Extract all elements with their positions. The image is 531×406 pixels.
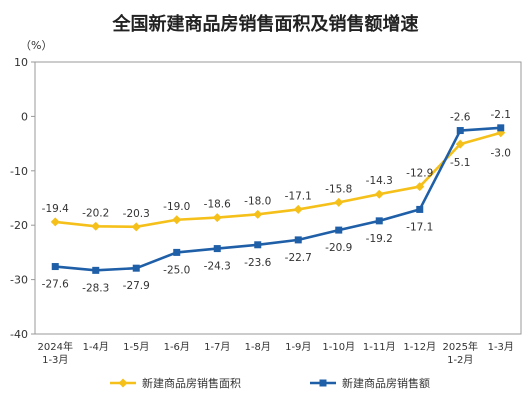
data-point (92, 266, 100, 274)
data-point (335, 226, 343, 234)
data-point (416, 205, 424, 213)
data-point (253, 209, 263, 219)
x-tick-label: 1-3月 (488, 341, 514, 353)
y-axis-unit: （%） (20, 39, 53, 52)
data-point (132, 264, 140, 272)
chart-title: 全国新建商品房销售面积及销售额增速 (112, 14, 419, 35)
data-label: -2.1 (491, 109, 512, 121)
data-labels: -19.4 -20.2 -20.3 -19.0 -18.6 -18.0 -17.1 -15.8… (42, 109, 511, 295)
data-label: -17.1 (285, 190, 312, 202)
data-label: -27.6 (42, 279, 69, 291)
data-label: -28.3 (82, 282, 109, 294)
data-point (415, 182, 425, 192)
data-label: -18.6 (204, 199, 231, 211)
y-axis: 10 0 -10 -20 -30 -40 (10, 56, 35, 341)
data-label: -15.8 (325, 183, 352, 195)
series-1 (50, 128, 506, 232)
x-tick-label: 1-12月 (403, 341, 436, 353)
x-axis: 2024年 1-3月 1-4月 1-5月 1-6月 1-7月 1-8月 1-9月 1-10月 1-… (38, 340, 514, 366)
data-point (212, 213, 222, 223)
legend-label: 新建商品房销售面积 (142, 376, 241, 390)
x-tick-label: 1-10月 (322, 341, 355, 353)
data-label: -3.0 (491, 148, 512, 160)
data-label: -5.1 (450, 157, 471, 169)
y-tick-label: 10 (14, 56, 28, 69)
data-point (213, 245, 221, 253)
data-point (91, 221, 101, 231)
y-tick-label: -30 (10, 274, 28, 287)
data-label: -20.3 (123, 208, 150, 220)
x-tick-label: 1-11月 (363, 341, 396, 353)
data-label: -19.0 (163, 201, 190, 213)
series-line (55, 126, 501, 272)
data-label: -12.9 (406, 168, 433, 180)
data-label: -18.0 (244, 195, 271, 207)
x-tick-label: 1-6月 (164, 341, 190, 353)
series-layer: -19.4 -20.2 -20.3 -19.0 -18.6 -18.0 -17.1 -15.8… (42, 109, 511, 295)
legend-label: 新建商品房销售额 (342, 376, 430, 390)
legend-marker (118, 378, 128, 388)
data-point (51, 263, 59, 271)
series-2 (51, 124, 505, 274)
data-label: -20.2 (82, 207, 109, 219)
data-point (294, 236, 302, 244)
x-tick-label: 1-9月 (285, 341, 311, 353)
data-label: -19.4 (42, 203, 69, 215)
data-label: -17.1 (406, 221, 433, 233)
data-point (456, 127, 464, 135)
data-point (375, 217, 383, 225)
x-tick-label: 1-8月 (245, 341, 271, 353)
data-label: -14.3 (366, 175, 393, 187)
data-point (497, 124, 505, 132)
x-tick-label: 2025年 1-2月 (443, 340, 478, 366)
data-label: -25.0 (163, 264, 190, 276)
data-point (50, 217, 60, 227)
data-point (172, 215, 182, 225)
data-point (254, 241, 262, 249)
x-tick-label: 1-5月 (123, 341, 149, 353)
data-label: -23.6 (244, 257, 271, 269)
y-tick-label: -10 (10, 165, 28, 178)
data-point (131, 222, 141, 232)
data-point (334, 197, 344, 207)
data-label: -22.7 (285, 252, 312, 264)
data-label: -19.2 (366, 233, 393, 245)
x-tick-label: 2024年 1-3月 (38, 340, 73, 366)
data-label: -24.3 (204, 261, 231, 273)
data-label: -27.9 (123, 280, 150, 292)
data-label: -2.6 (450, 112, 471, 124)
series-line (55, 131, 502, 229)
y-tick-label: -40 (10, 328, 28, 341)
y-tick-label: -20 (10, 219, 28, 232)
data-point (455, 139, 465, 149)
y-tick-label: 0 (21, 110, 28, 123)
x-tick-label: 1-4月 (83, 341, 109, 353)
x-tick-label: 1-7月 (204, 341, 230, 353)
plot-frame (34, 61, 522, 335)
data-point (293, 204, 303, 214)
data-label: -20.9 (325, 242, 352, 254)
legend-marker (319, 379, 327, 387)
data-point (173, 248, 181, 256)
data-point (374, 189, 384, 199)
legend: 新建商品房销售面积 新建商品房销售额 (110, 376, 430, 390)
